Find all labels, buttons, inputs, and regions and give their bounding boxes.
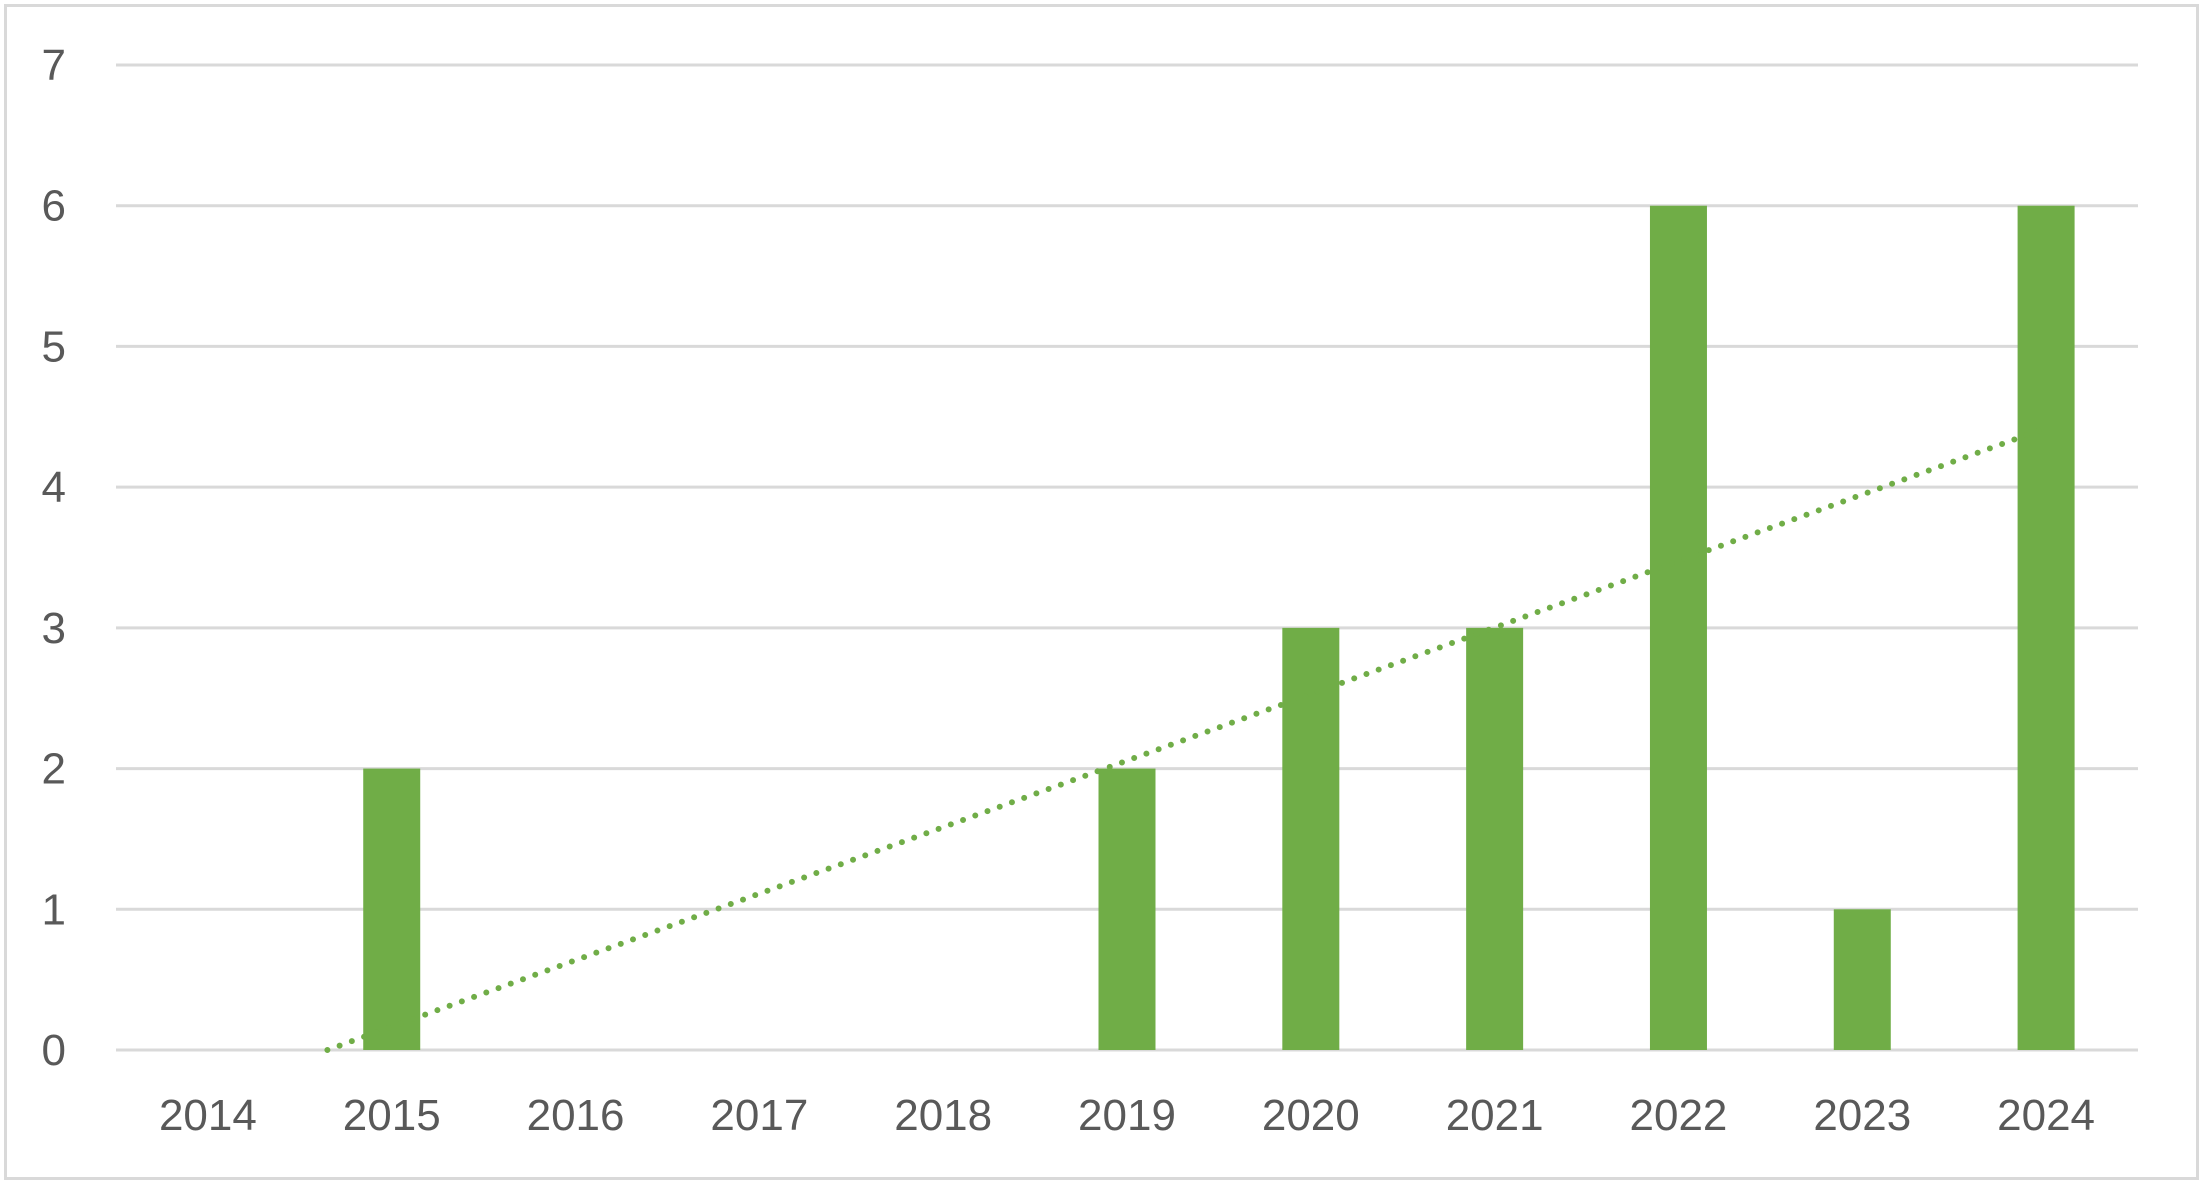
x-tick-label: 2021 — [1446, 1091, 1544, 1140]
bar-2021 — [1466, 627, 1524, 1050]
y-tick-label: 6 — [42, 182, 66, 231]
gridlines — [116, 63, 2138, 1052]
x-tick-label: 2014 — [159, 1091, 257, 1140]
y-tick-label: 4 — [42, 463, 66, 512]
x-tick-label: 2018 — [894, 1091, 992, 1140]
x-tick-label: 2020 — [1262, 1091, 1360, 1140]
y-axis-tick-labels: 0 1 2 3 4 5 6 7 — [42, 41, 66, 1075]
x-tick-label: 2024 — [1997, 1091, 2095, 1140]
x-tick-label: 2015 — [343, 1091, 441, 1140]
bar-2015 — [363, 768, 421, 1050]
bars — [363, 205, 2075, 1050]
linear-trendline — [324, 425, 2050, 1053]
y-tick-label: 3 — [42, 604, 66, 653]
y-tick-label: 5 — [42, 322, 66, 371]
x-tick-label: 2017 — [710, 1091, 808, 1140]
bar-2019 — [1098, 768, 1156, 1050]
bar-2022 — [1649, 205, 1707, 1050]
x-tick-label: 2022 — [1630, 1091, 1728, 1140]
y-tick-label: 2 — [42, 745, 66, 794]
x-tick-label: 2023 — [1813, 1091, 1911, 1140]
bar-2023 — [1833, 909, 1891, 1050]
x-tick-label: 2019 — [1078, 1091, 1176, 1140]
bar-2020 — [1282, 627, 1340, 1050]
y-tick-label: 0 — [42, 1026, 66, 1075]
y-tick-label: 1 — [42, 885, 66, 934]
bar-2024 — [2017, 205, 2075, 1050]
x-axis-tick-labels: 2014 2015 2016 2017 2018 2019 2020 2021 2022 2023… — [159, 1091, 2095, 1140]
y-tick-label: 7 — [42, 41, 66, 90]
trendline — [324, 425, 2050, 1053]
x-tick-label: 2016 — [527, 1091, 625, 1140]
